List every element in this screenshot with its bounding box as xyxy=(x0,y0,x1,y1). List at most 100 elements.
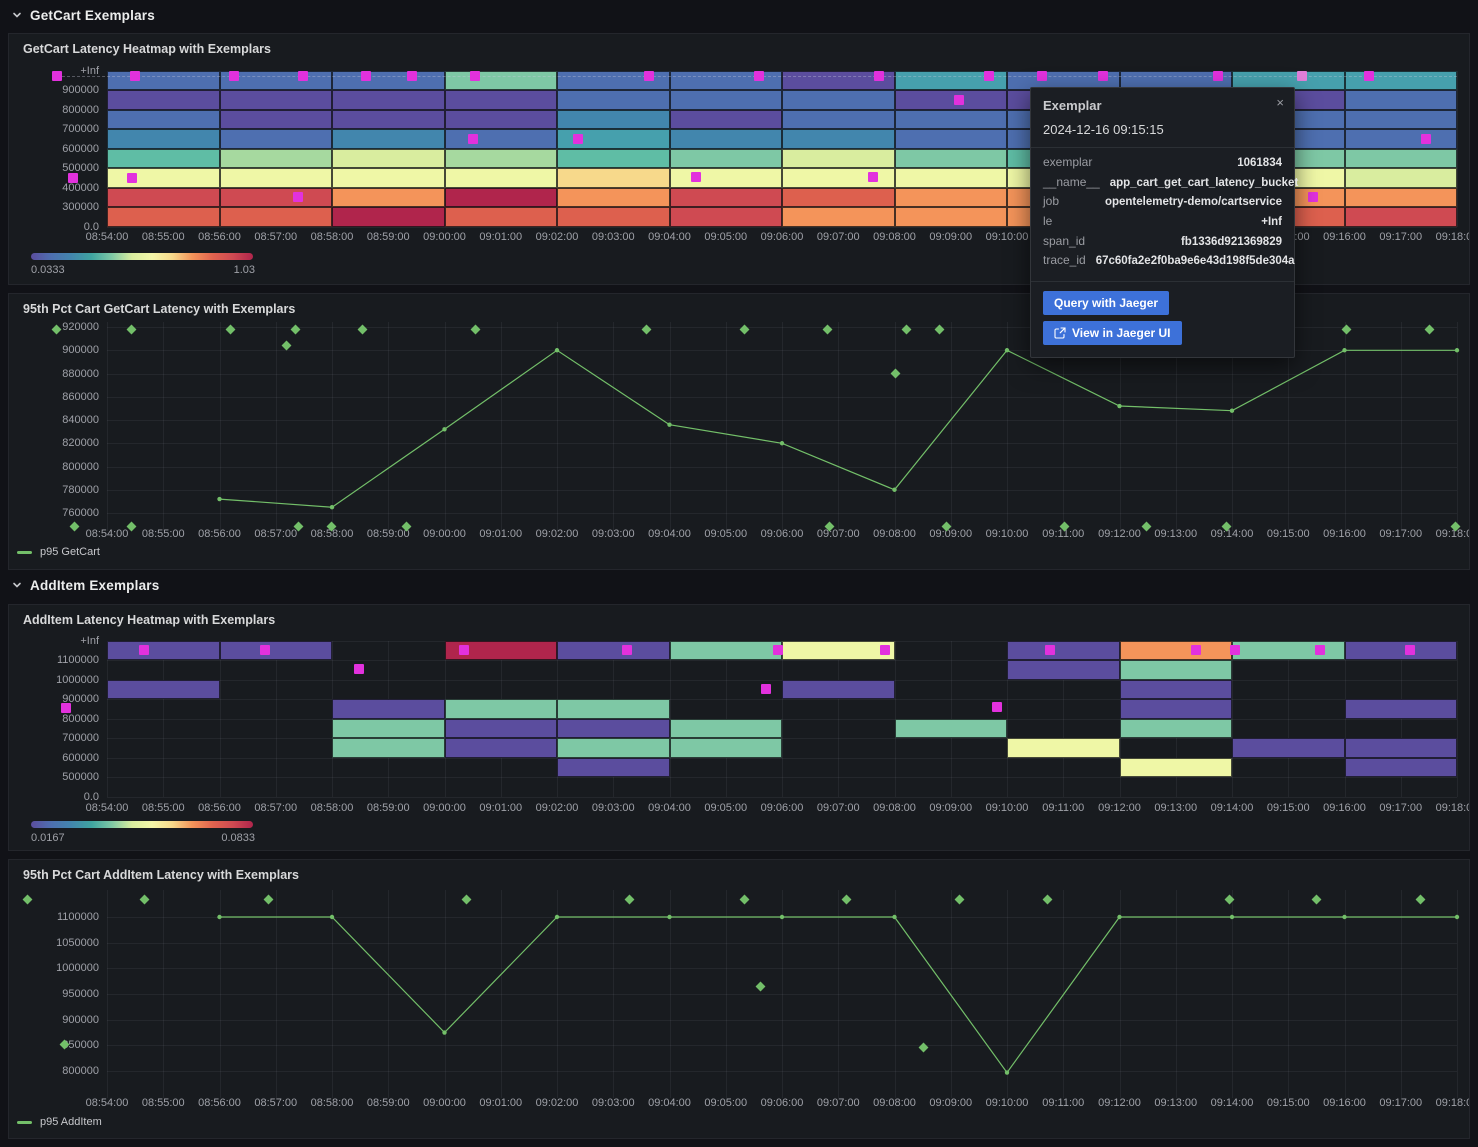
exemplar-marker[interactable] xyxy=(691,172,701,182)
heatmap-cell[interactable] xyxy=(669,641,782,661)
exemplar-marker[interactable] xyxy=(644,71,654,81)
heatmap-cell[interactable] xyxy=(444,641,557,661)
heatmap-cell[interactable] xyxy=(1344,641,1457,661)
heatmap-cell[interactable] xyxy=(332,187,445,208)
heatmap-cell[interactable] xyxy=(1007,660,1120,680)
exemplar-marker[interactable] xyxy=(1037,71,1047,81)
heatmap-cell[interactable] xyxy=(1119,718,1232,739)
heatmap-cell[interactable] xyxy=(332,90,445,110)
series-legend[interactable]: p95 GetCart xyxy=(17,546,100,558)
exemplar-marker[interactable] xyxy=(459,645,469,655)
exemplar-marker[interactable] xyxy=(1364,71,1374,81)
heatmap-cell[interactable] xyxy=(557,641,670,661)
heatmap-cell[interactable] xyxy=(332,109,445,130)
heatmap-cell[interactable] xyxy=(782,71,895,91)
heatmap-cell[interactable] xyxy=(107,187,220,208)
heatmap-cell[interactable] xyxy=(107,90,220,110)
heatmap-cell[interactable] xyxy=(332,738,445,758)
exemplar-diamond[interactable] xyxy=(934,324,944,334)
heatmap-cell[interactable] xyxy=(1344,109,1457,130)
exemplar-diamond[interactable] xyxy=(357,324,367,334)
exemplar-diamond[interactable] xyxy=(1141,521,1151,531)
heatmap-cell[interactable] xyxy=(1007,738,1120,758)
heatmap-cell[interactable] xyxy=(894,129,1007,149)
exemplar-marker[interactable] xyxy=(139,645,149,655)
heatmap-cell[interactable] xyxy=(557,187,670,208)
exemplar-marker[interactable] xyxy=(260,645,270,655)
heatmap-cell[interactable] xyxy=(444,187,557,208)
exemplar-diamond[interactable] xyxy=(1424,324,1434,334)
heatmap-cell[interactable] xyxy=(782,168,895,188)
heatmap-cell[interactable] xyxy=(107,129,220,149)
exemplar-marker[interactable] xyxy=(293,192,303,202)
heatmap-cell[interactable] xyxy=(1232,71,1345,91)
heatmap-cell[interactable] xyxy=(444,129,557,149)
exemplar-marker[interactable] xyxy=(407,71,417,81)
heatmap-cell[interactable] xyxy=(219,90,332,110)
heatmap-cell[interactable] xyxy=(1344,168,1457,188)
heatmap-cell[interactable] xyxy=(1119,679,1232,700)
heatmap-cell[interactable] xyxy=(557,738,670,758)
exemplar-diamond[interactable] xyxy=(822,324,832,334)
heatmap-cell[interactable] xyxy=(1232,738,1345,758)
heatmap-cell[interactable] xyxy=(782,148,895,169)
heatmap-cell[interactable] xyxy=(894,207,1007,227)
section-additem-exemplars[interactable]: AddItem Exemplars xyxy=(0,572,1478,598)
heatmap-cell[interactable] xyxy=(1344,207,1457,227)
heatmap-cell[interactable] xyxy=(444,699,557,719)
heatmap-cell[interactable] xyxy=(1232,641,1345,661)
heatmap-cell[interactable] xyxy=(444,109,557,130)
heatmap-cell[interactable] xyxy=(107,207,220,227)
heatmap-cell[interactable] xyxy=(332,699,445,719)
heatmap-cell[interactable] xyxy=(782,187,895,208)
exemplar-marker[interactable] xyxy=(61,703,71,713)
heatmap-cell[interactable] xyxy=(894,187,1007,208)
heatmap-cell[interactable] xyxy=(444,207,557,227)
heatmap-cell[interactable] xyxy=(669,148,782,169)
heatmap-cell[interactable] xyxy=(782,679,895,700)
exemplar-diamond[interactable] xyxy=(954,894,964,904)
exemplar-diamond[interactable] xyxy=(1415,894,1425,904)
heatmap-cell[interactable] xyxy=(1119,757,1232,778)
heatmap-cell[interactable] xyxy=(1344,129,1457,149)
heatmap-cell[interactable] xyxy=(669,207,782,227)
exemplar-marker[interactable] xyxy=(1045,645,1055,655)
heatmap-cell[interactable] xyxy=(557,90,670,110)
heatmap-cell[interactable] xyxy=(1119,699,1232,719)
heatmap-cell[interactable] xyxy=(1007,641,1120,661)
exemplar-marker[interactable] xyxy=(874,71,884,81)
heatmap-cell[interactable] xyxy=(444,168,557,188)
exemplar-diamond[interactable] xyxy=(22,894,32,904)
exemplar-diamond[interactable] xyxy=(624,894,634,904)
heatmap-cell[interactable] xyxy=(557,718,670,739)
exemplar-marker[interactable] xyxy=(573,134,583,144)
heatmap-cell[interactable] xyxy=(444,148,557,169)
exemplar-diamond[interactable] xyxy=(126,324,136,334)
exemplar-marker[interactable] xyxy=(868,172,878,182)
heatmap-cell[interactable] xyxy=(669,187,782,208)
heatmap-cell[interactable] xyxy=(894,718,1007,739)
heatmap-cell[interactable] xyxy=(332,168,445,188)
exemplar-marker[interactable] xyxy=(1297,71,1307,81)
exemplar-marker[interactable] xyxy=(954,95,964,105)
exemplar-diamond[interactable] xyxy=(290,324,300,334)
heatmap-cell[interactable] xyxy=(894,71,1007,91)
heatmap-cell[interactable] xyxy=(219,641,332,661)
heatmap-cell[interactable] xyxy=(332,129,445,149)
heatmap-cell[interactable] xyxy=(219,109,332,130)
close-icon[interactable]: × xyxy=(1276,95,1284,110)
query-with-jaeger-button[interactable]: Query with Jaeger xyxy=(1043,291,1170,316)
heatmap-cell[interactable] xyxy=(669,168,782,188)
heatmap-cell[interactable] xyxy=(782,90,895,110)
heatmap-cell[interactable] xyxy=(1344,90,1457,110)
exemplar-diamond[interactable] xyxy=(918,1042,928,1052)
heatmap-cell[interactable] xyxy=(219,148,332,169)
heatmap-cell[interactable] xyxy=(1344,71,1457,91)
exemplar-diamond[interactable] xyxy=(69,521,79,531)
heatmap-cell[interactable] xyxy=(1344,187,1457,208)
exemplar-marker[interactable] xyxy=(130,71,140,81)
heatmap-cell[interactable] xyxy=(107,148,220,169)
exemplar-marker[interactable] xyxy=(1308,192,1318,202)
exemplar-marker[interactable] xyxy=(1098,71,1108,81)
exemplar-marker[interactable] xyxy=(361,71,371,81)
